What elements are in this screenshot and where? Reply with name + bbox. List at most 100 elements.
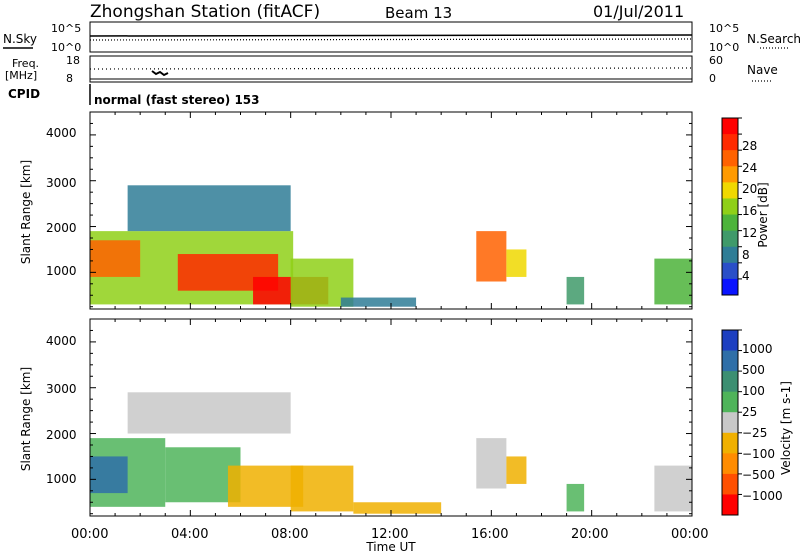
power-panel: 4000 3000 2000 1000 Slant Range [km] 28 … [19, 111, 770, 310]
xtick-0000: 00:00 [71, 527, 108, 542]
vel-data-patch [290, 465, 354, 512]
freq-tick-top: 18 [66, 54, 80, 67]
vel-colorbar-swatch [722, 453, 738, 475]
power-cbar-tick-4: 4 [742, 269, 750, 283]
power-colorbar-swatch [722, 182, 738, 199]
nave-trace [89, 67, 693, 70]
velocity-cbar-tick-100: 100 [742, 384, 765, 398]
velocity-cbar-tick-25: 25 [742, 405, 757, 419]
power-data-patch [566, 276, 585, 305]
noise-panel-frame [89, 21, 693, 53]
power-data-patch [127, 185, 291, 232]
vel-colorbar-swatch [722, 494, 738, 516]
power-colorbar-swatch [722, 134, 738, 151]
cpid-label: CPID [8, 87, 40, 101]
xtick-0800: 08:00 [271, 527, 308, 542]
velocity-cbar-tick-1000: 1000 [742, 342, 773, 356]
velocity-panel: 4000 3000 2000 1000 Slant Range [km] 100… [19, 318, 793, 517]
noise-left-label: N.Sky [3, 32, 37, 46]
noise-right-tick-bottom: 10^0 [709, 41, 739, 54]
velocity-colorbar [722, 329, 742, 516]
velocity-cbar-tick-m100: −100 [742, 447, 775, 461]
xtick-0400: 04:00 [171, 527, 208, 542]
power-cbar-tick-16: 16 [742, 204, 757, 218]
velocity-colorbar-frame [721, 329, 739, 516]
velocity-y-ticks [90, 318, 692, 515]
vel-colorbar-swatch [722, 391, 738, 413]
freq-label-line1: Freq. [12, 57, 39, 70]
station-title: Zhongshan Station (fitACF) [90, 2, 320, 22]
power-colorbar-swatch [722, 198, 738, 216]
power-ylabel: Slant Range [km] [19, 160, 33, 264]
velocity-colorbar-label: Velocity [m s-1] [779, 381, 793, 475]
velocity-ytick-4000: 4000 [46, 334, 77, 348]
power-cbar-tick-20: 20 [742, 182, 757, 196]
vel-colorbar-swatch [722, 412, 738, 434]
nave-label: Nave [747, 63, 778, 77]
vel-colorbar-swatch [722, 432, 738, 454]
velocity-cbar-tick-m25: −25 [742, 426, 767, 440]
vel-data-patch [127, 392, 291, 434]
power-data-patch [340, 297, 417, 307]
velocity-data-layer [90, 392, 692, 514]
power-colorbar-swatch [722, 262, 738, 280]
xtick-2000: 20:00 [571, 527, 608, 542]
power-cbar-tick-12: 12 [742, 226, 757, 240]
noise-sky-trace [89, 34, 693, 37]
power-colorbar-swatch [722, 278, 738, 296]
power-x-ticks [89, 112, 693, 309]
noise-right-label: N.Search [747, 32, 800, 46]
xtick-1600: 16:00 [471, 527, 508, 542]
velocity-cbar-tick-m500: −500 [742, 468, 775, 482]
noise-search-trace [89, 38, 693, 41]
freq-label-line2: [MHz] [5, 69, 37, 82]
power-data-patch [506, 249, 527, 277]
vel-data-patch [353, 502, 442, 514]
velocity-ytick-1000: 1000 [46, 472, 77, 486]
velocity-x-ticks [89, 319, 693, 516]
vel-data-patch [476, 438, 507, 489]
power-data-layer [90, 185, 692, 307]
power-colorbar-swatch [722, 214, 738, 232]
power-colorbar-swatch [722, 246, 738, 264]
power-cbar-tick-28: 28 [742, 139, 757, 153]
vel-data-patch [654, 465, 692, 512]
beam-label: Beam 13 [385, 4, 452, 22]
power-colorbar-swatch [722, 230, 738, 248]
power-colorbar-swatch [722, 118, 738, 135]
power-colorbar [722, 117, 742, 296]
power-ytick-3000: 3000 [46, 176, 77, 190]
x-axis: 00:00 04:00 08:00 12:00 16:00 20:00 00:0… [71, 527, 708, 554]
power-colorbar-swatch [722, 150, 738, 167]
noise-left-tick-bottom: 10^0 [51, 41, 81, 54]
power-cbar-tick-24: 24 [742, 161, 757, 175]
velocity-ytick-3000: 3000 [46, 382, 77, 396]
velocity-ylabel: Slant Range [km] [19, 367, 33, 471]
power-cbar-tick-8: 8 [742, 248, 750, 262]
nave-trace-glitch [151, 70, 169, 77]
power-ytick-1000: 1000 [46, 264, 77, 278]
velocity-ytick-2000: 2000 [46, 428, 77, 442]
vel-colorbar-swatch [722, 330, 738, 352]
power-colorbar-frame [721, 117, 739, 296]
xtick-2400: 00:00 [671, 527, 708, 542]
noise-panel: N.Sky 10^5 10^0 10^5 10^0 N.Search [3, 21, 800, 54]
power-y-ticks [90, 111, 692, 308]
vel-colorbar-swatch [722, 350, 738, 372]
velocity-cbar-tick-m1000: −1000 [742, 489, 783, 503]
vel-data-patch [90, 456, 128, 494]
x-axis-title: Time UT [365, 540, 416, 554]
power-data-patch [476, 231, 507, 282]
xtick-1200: 12:00 [371, 527, 408, 542]
vel-data-patch [566, 483, 585, 512]
cpid-value: normal (fast stereo) 153 [94, 93, 260, 107]
vel-colorbar-swatch [722, 371, 738, 393]
power-data-patch [654, 258, 692, 305]
power-data-patch [90, 240, 141, 277]
nave-tick-top: 60 [709, 54, 723, 67]
power-colorbar-swatch [722, 166, 738, 183]
noise-left-tick-top: 10^5 [51, 22, 81, 35]
velocity-cbar-tick-500: 500 [742, 363, 765, 377]
freq-panel: Freq. [MHz] 18 8 60 0 Nave [5, 54, 778, 85]
